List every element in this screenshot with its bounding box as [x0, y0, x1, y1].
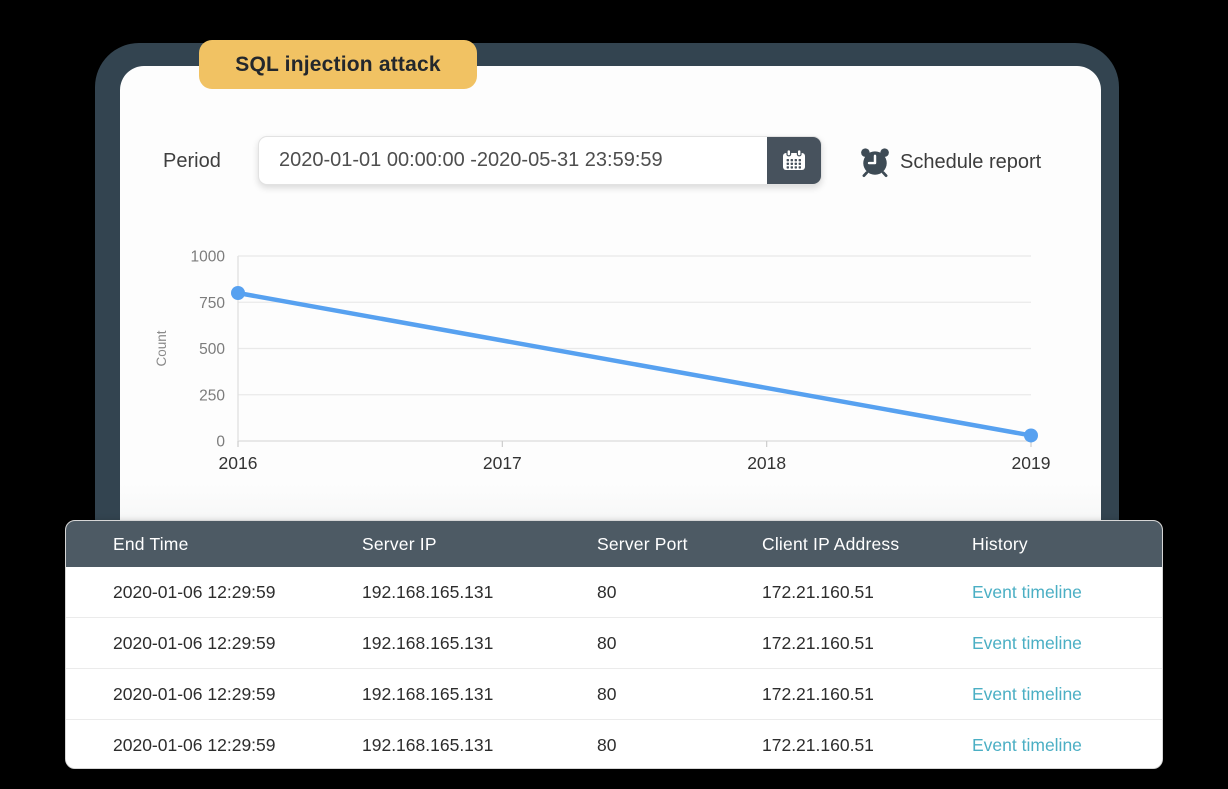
cell-end-time: 2020-01-06 12:29:59	[113, 581, 276, 602]
period-label: Period	[163, 150, 221, 172]
period-date-input[interactable]	[259, 137, 767, 184]
report-title: SQL injection attack	[235, 52, 441, 76]
table-row: 2020-01-06 12:29:59 192.168.165.131 80 172.…	[66, 567, 1162, 618]
cell-server-ip: 192.168.165.131	[362, 581, 494, 602]
cell-end-time: 2020-01-06 12:29:59	[113, 632, 276, 653]
cell-client-ip-address: 172.21.160.51	[762, 581, 874, 602]
table-row: 2020-01-06 12:29:59 192.168.165.131 80 172.…	[66, 669, 1162, 720]
cell-client-ip-address: 172.21.160.51	[762, 683, 874, 704]
cell-server-port: 80	[597, 734, 617, 755]
cell-server-port: 80	[597, 683, 617, 704]
table-body: 2020-01-06 12:29:59 192.168.165.131 80 172.…	[66, 567, 1162, 768]
y-tick-label: 1000	[191, 249, 226, 266]
cell-server-port: 80	[597, 632, 617, 653]
calendar-button[interactable]	[767, 137, 821, 184]
calendar-icon	[783, 148, 805, 170]
event-timeline-link[interactable]: Event timeline	[972, 632, 1082, 653]
event-timeline-link[interactable]: Event timeline	[972, 734, 1082, 755]
data-point-marker	[231, 286, 245, 300]
cell-server-ip: 192.168.165.131	[362, 683, 494, 704]
period-date-range-picker[interactable]	[258, 136, 822, 185]
report-title-badge: SQL injection attack	[199, 40, 477, 89]
y-axis-title: Count	[154, 330, 169, 366]
column-header-server-port: Server Port	[597, 533, 688, 554]
column-header-client-ip-address: Client IP Address	[762, 533, 900, 554]
cell-end-time: 2020-01-06 12:29:59	[113, 683, 276, 704]
attack-results-table: End Time Server IP Server Port Client IP Ad…	[65, 520, 1163, 769]
schedule-report-link[interactable]: Schedule report	[859, 146, 1041, 178]
column-header-history: History	[972, 533, 1028, 554]
x-tick-label: 2016	[219, 453, 258, 473]
y-tick-label: 250	[199, 387, 225, 404]
trend-line	[235, 290, 1034, 438]
cell-server-port: 80	[597, 581, 617, 602]
schedule-report-label: Schedule report	[900, 150, 1042, 173]
table-header-row: End Time Server IP Server Port Client IP Ad…	[66, 521, 1162, 567]
y-tick-label: 750	[199, 295, 225, 312]
cell-end-time: 2020-01-06 12:29:59	[113, 734, 276, 755]
event-timeline-link[interactable]: Event timeline	[972, 683, 1082, 704]
column-header-server-ip: Server IP	[362, 533, 437, 554]
x-tick-label: 2018	[747, 453, 786, 473]
attack-trend-line-chart: 0 250 500 750 1000 2016 2017 2018 2019 Count	[154, 249, 1050, 474]
cell-client-ip-address: 172.21.160.51	[762, 734, 874, 755]
y-tick-label: 0	[216, 434, 225, 451]
table-row: 2020-01-06 12:29:59 192.168.165.131 80 172.…	[66, 720, 1162, 768]
event-timeline-link[interactable]: Event timeline	[972, 581, 1082, 602]
data-point-marker	[1024, 428, 1038, 443]
x-tick-label: 2017	[483, 453, 522, 473]
column-header-end-time: End Time	[113, 533, 189, 554]
cell-server-ip: 192.168.165.131	[362, 734, 494, 755]
cell-server-ip: 192.168.165.131	[362, 632, 494, 653]
alarm-clock-icon	[861, 148, 889, 178]
y-tick-label: 500	[199, 341, 225, 358]
table-row: 2020-01-06 12:29:59 192.168.165.131 80 172.…	[66, 618, 1162, 669]
x-tick-label: 2019	[1012, 453, 1050, 473]
cell-client-ip-address: 172.21.160.51	[762, 632, 874, 653]
